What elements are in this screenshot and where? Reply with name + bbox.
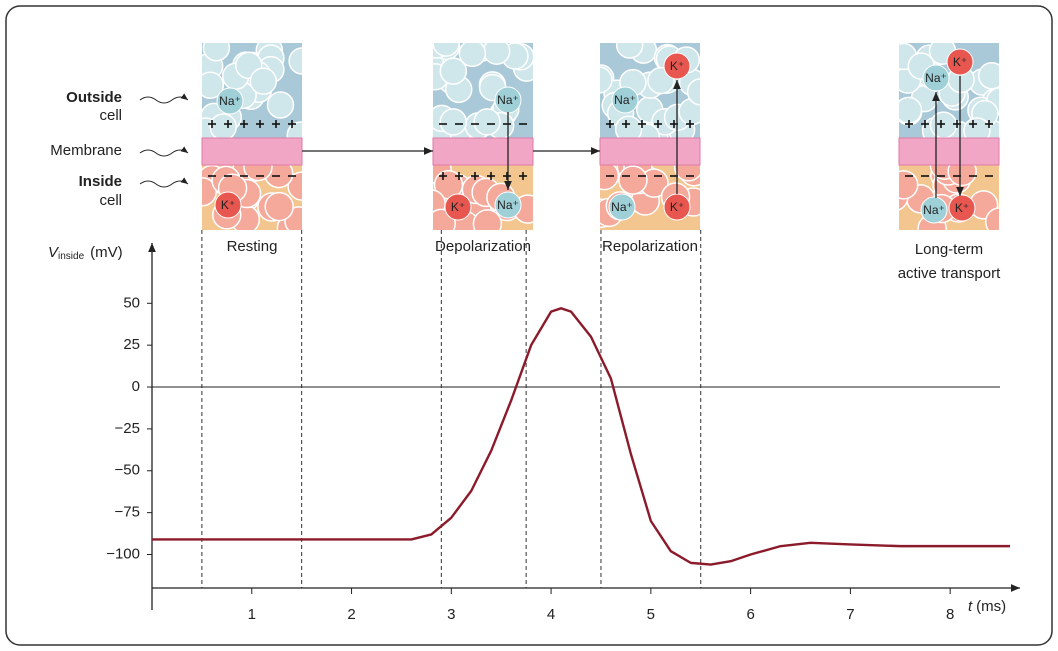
phase-label: Long-term: [915, 241, 983, 258]
ion-label: Na⁺: [497, 198, 519, 212]
y-tick-label: −50: [115, 462, 140, 479]
x-tick-label: 6: [746, 606, 754, 623]
y-tick-label: 50: [123, 294, 140, 311]
ion-label: K⁺: [670, 59, 684, 73]
y-tick-label: −25: [115, 420, 140, 437]
membrane: [433, 138, 533, 165]
phase-label: Resting: [227, 238, 278, 255]
molecule: [250, 68, 276, 94]
ion-label: Na⁺: [497, 93, 519, 107]
ion-label: K⁺: [955, 201, 969, 215]
x-unit: (ms): [976, 598, 1006, 615]
molecule: [930, 112, 956, 138]
molecule: [440, 109, 466, 135]
side-label: Outside: [66, 89, 122, 106]
x-tick-label: 4: [547, 606, 555, 623]
ion-label: Na⁺: [611, 200, 633, 214]
side-label: Inside: [79, 173, 122, 190]
ion-label: Na⁺: [923, 203, 945, 217]
membrane: [899, 138, 999, 165]
ion-label: K⁺: [451, 200, 465, 214]
side-label: cell: [99, 107, 122, 124]
x-tick-label: 2: [347, 606, 355, 623]
y-unit: (mV): [90, 244, 123, 261]
molecule: [265, 193, 293, 221]
molecule: [619, 166, 647, 194]
molecule: [267, 92, 293, 118]
y-tick-label: 25: [123, 336, 140, 353]
molecule: [210, 114, 236, 140]
cell-panel: Na⁺ K⁺ Na⁺: [415, 30, 542, 239]
membrane: [600, 138, 700, 165]
membrane: [202, 138, 302, 165]
y-tick-label: −100: [106, 545, 140, 562]
phase-label: Depolarization: [435, 238, 531, 255]
cell-panel: K⁺ Na⁺ Na⁺ K⁺: [586, 32, 715, 230]
side-label: Membrane: [50, 142, 122, 159]
ion-label: Na⁺: [219, 94, 241, 108]
cell-panel: Na⁺ K⁺: [188, 35, 316, 242]
side-label: cell: [99, 192, 122, 209]
chart: Na⁺ K⁺ Na⁺ K⁺ Na⁺ K⁺ Na⁺ Na⁺ K⁺ K⁺ Na⁺ Na⁺ K⁺ Outside…: [0, 0, 1058, 651]
y-tick-label: −75: [115, 504, 140, 521]
phase-label: active transport: [898, 265, 1001, 282]
ion-label: K⁺: [953, 55, 967, 69]
ion-label: Na⁺: [925, 71, 947, 85]
molecule: [459, 40, 485, 66]
phase-label: Repolarization: [602, 238, 698, 255]
ion-label: Na⁺: [614, 93, 636, 107]
molecule: [896, 97, 922, 123]
y-subscript: inside: [58, 251, 85, 262]
x-tick-label: 1: [248, 606, 256, 623]
y-tick-label: 0: [132, 378, 140, 395]
x-tick-label: 3: [447, 606, 455, 623]
ion-label: K⁺: [221, 198, 235, 212]
cell-panel: K⁺ Na⁺ Na⁺ K⁺: [880, 38, 1014, 242]
x-tick-label: 5: [647, 606, 655, 623]
x-tick-label: 7: [846, 606, 854, 623]
ion-label: K⁺: [670, 200, 684, 214]
x-tick-label: 8: [946, 606, 954, 623]
molecule: [474, 109, 500, 135]
